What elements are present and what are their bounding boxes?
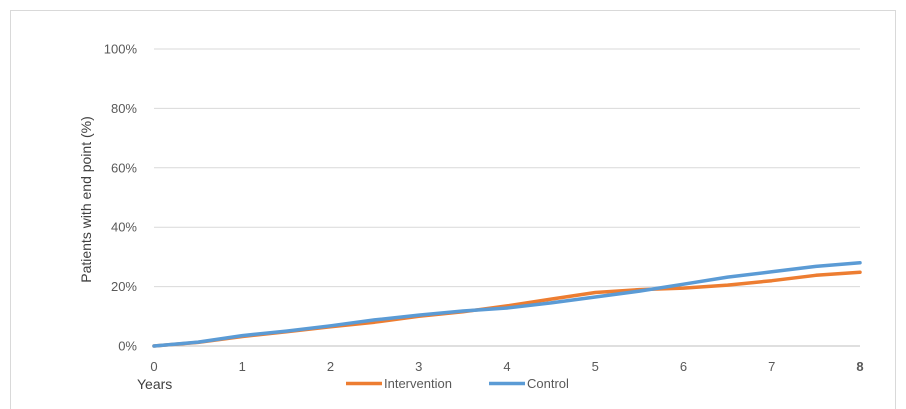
x-tick-label: 7	[768, 359, 775, 374]
x-axis-title: Years	[137, 376, 172, 392]
y-tick-label: 80%	[111, 101, 137, 116]
series-line-control	[152, 261, 862, 348]
y-tick-label: 100%	[104, 42, 138, 57]
legend: Intervention Control	[346, 376, 569, 391]
x-tick-label: 4	[503, 359, 510, 374]
gridlines	[154, 48, 860, 347]
x-tick-label: 5	[592, 359, 599, 374]
series-lines	[152, 261, 862, 348]
y-tick-label: 40%	[111, 220, 137, 235]
x-tick-label: 6	[680, 359, 687, 374]
x-tick-label: 8	[856, 359, 863, 374]
y-axis-ticks: 0% 20% 40% 60% 80% 100%	[104, 42, 138, 354]
legend-label-control: Control	[527, 376, 569, 391]
legend-label-intervention: Intervention	[384, 376, 452, 391]
x-tick-label: 0	[150, 359, 157, 374]
y-tick-label: 60%	[111, 160, 137, 175]
x-tick-label: 2	[327, 359, 334, 374]
y-tick-label: 20%	[111, 279, 137, 294]
chart-frame	[10, 10, 896, 409]
x-axis-ticks: 0 1 2 3 4 5 6 7 8	[150, 359, 863, 374]
x-tick-label: 1	[239, 359, 246, 374]
y-tick-label: 0%	[118, 339, 137, 354]
x-tick-label: 3	[415, 359, 422, 374]
y-axis-title: Patients with end point (%)	[78, 116, 94, 283]
